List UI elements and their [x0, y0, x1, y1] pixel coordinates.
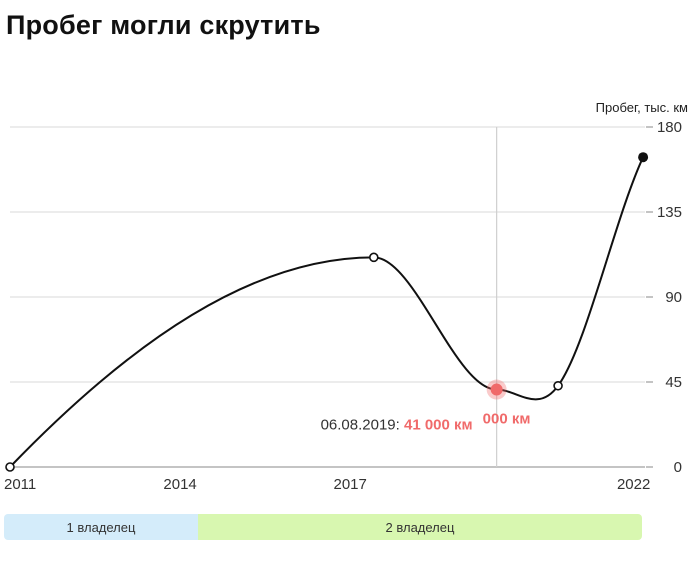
- highlight-tooltip: 06.08.2019: 41 000 км: [321, 417, 473, 434]
- y-tick-label: 180: [657, 119, 682, 136]
- y-tick-labels: 0 45 90 135 180: [657, 119, 682, 476]
- tooltip-date: 06.08.2019:: [321, 417, 404, 434]
- data-point-current[interactable]: [638, 152, 649, 163]
- highlight-ghost-label: 000 км: [483, 411, 531, 428]
- tooltip-value: 41 000 км: [404, 417, 473, 434]
- mileage-chart: 0 45 90 135 180 2011 2014 2017 2022 000 км 06.0…: [4, 119, 682, 493]
- owner-segment-2[interactable]: 2 владелец: [198, 514, 642, 540]
- grid-lines: [10, 126, 653, 468]
- x-tick-labels: 2011 2014 2017 2022: [4, 476, 650, 493]
- data-point[interactable]: [369, 252, 379, 263]
- y-tick-label: 135: [657, 204, 682, 221]
- x-tick-label: 2017: [333, 476, 366, 493]
- highlight-point[interactable]: [490, 383, 503, 396]
- x-tick-label: 2022: [617, 476, 650, 493]
- y-axis-label: Пробег, тыс. км: [595, 100, 688, 115]
- chart-title: Пробег могли скрутить: [6, 10, 321, 40]
- series-line: [9, 156, 645, 468]
- data-points[interactable]: [5, 152, 649, 472]
- data-point[interactable]: [553, 380, 563, 391]
- x-tick-label: 2011: [4, 476, 36, 493]
- y-tick-label: 0: [674, 459, 682, 476]
- data-point[interactable]: [5, 462, 15, 472]
- owner-segment-1[interactable]: 1 владелец: [4, 514, 198, 540]
- y-tick-label: 45: [665, 374, 682, 391]
- y-tick-label: 90: [665, 289, 682, 306]
- owners-timeline: 1 владелец 2 владелец: [4, 514, 642, 540]
- x-tick-label: 2014: [163, 476, 196, 493]
